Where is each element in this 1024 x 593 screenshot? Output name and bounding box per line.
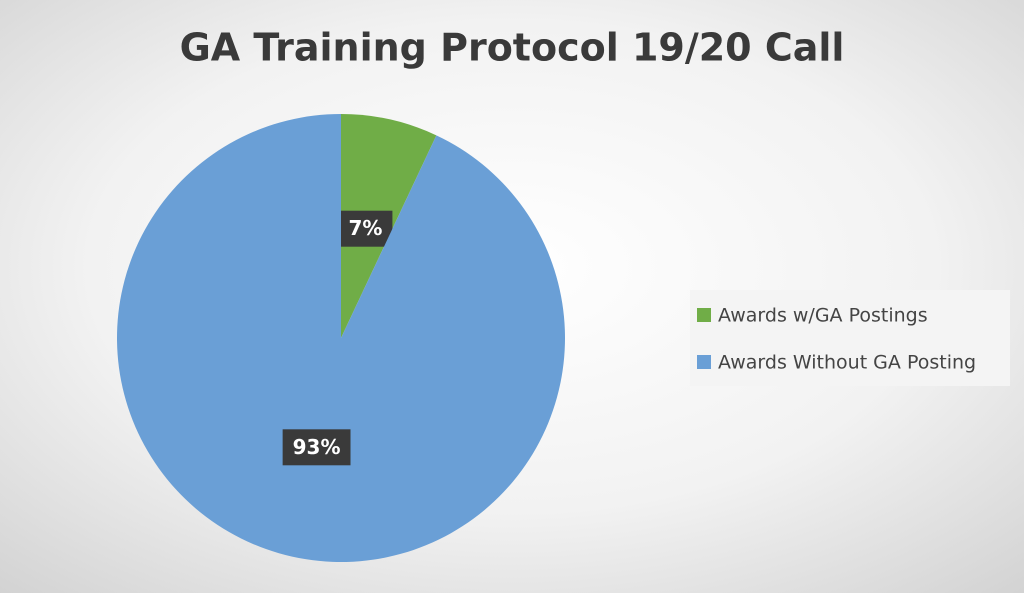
data-label: 7% — [348, 216, 382, 240]
chart-title: GA Training Protocol 19/20 Call — [180, 26, 845, 70]
legend-swatch — [697, 308, 711, 322]
legend-box — [690, 290, 1010, 386]
legend-label: Awards Without GA Posting — [718, 352, 976, 374]
data-label: 93% — [293, 435, 341, 459]
data-label-box — [282, 429, 351, 466]
data-label-box — [338, 210, 393, 247]
pie-slice — [117, 114, 566, 563]
legend-swatch — [697, 355, 711, 369]
legend-label: Awards w/GA Postings — [718, 305, 928, 327]
